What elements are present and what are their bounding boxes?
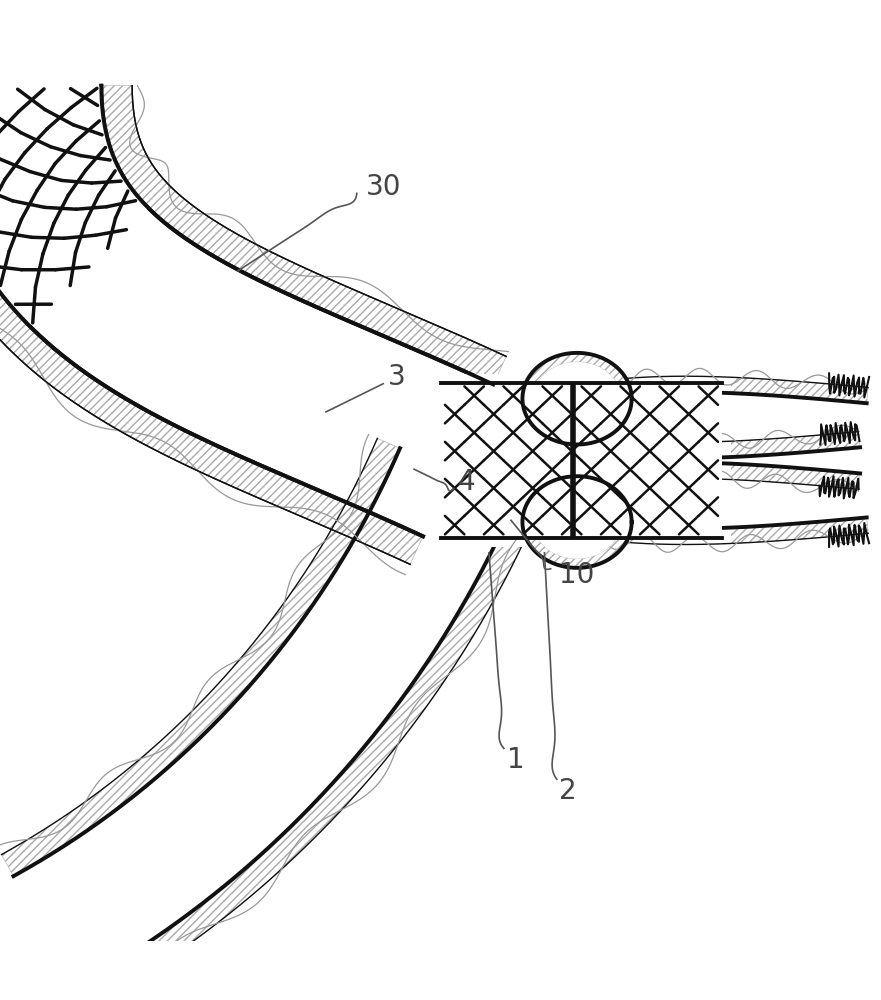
Polygon shape (534, 376, 868, 409)
Bar (432, 374, 731, 547)
Polygon shape (537, 444, 867, 529)
Text: 2: 2 (559, 777, 577, 805)
Bar (440, 383, 722, 538)
Polygon shape (555, 463, 860, 492)
Polygon shape (75, 499, 539, 1000)
Polygon shape (101, 86, 507, 384)
Text: 1: 1 (507, 746, 524, 774)
Polygon shape (2, 438, 400, 876)
Polygon shape (0, 86, 148, 326)
Polygon shape (0, 86, 423, 564)
Polygon shape (522, 353, 632, 444)
Polygon shape (534, 512, 868, 544)
Polygon shape (555, 428, 860, 458)
Polygon shape (0, 86, 493, 536)
Polygon shape (533, 362, 621, 435)
Text: 3: 3 (388, 363, 405, 391)
Text: 4: 4 (458, 468, 476, 496)
Text: 10: 10 (559, 561, 595, 589)
Polygon shape (13, 448, 516, 987)
Polygon shape (522, 476, 632, 568)
Polygon shape (533, 485, 621, 559)
Polygon shape (537, 392, 867, 477)
Text: 30: 30 (366, 173, 401, 201)
